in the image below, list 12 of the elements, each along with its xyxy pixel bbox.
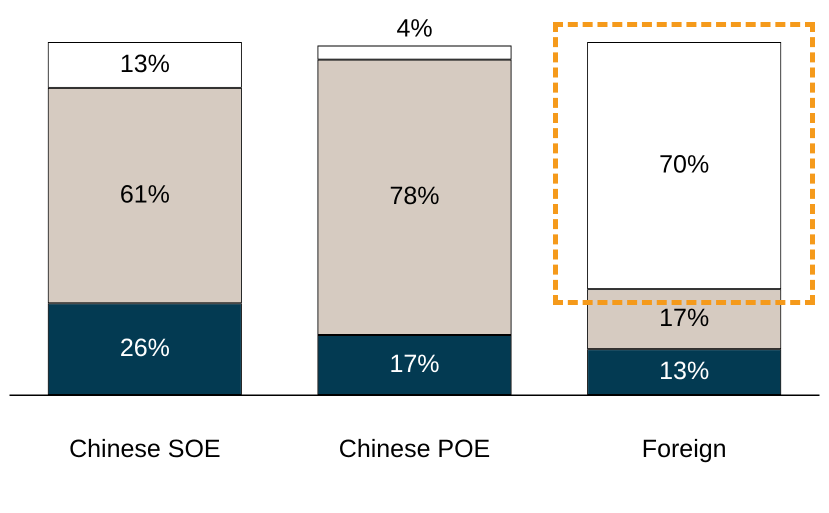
data-label: 4% (396, 14, 433, 42)
data-label: 61% (120, 180, 170, 208)
data-label: 17% (389, 350, 440, 378)
data-label: 17% (659, 304, 710, 332)
data-label: 78% (389, 182, 440, 210)
data-label: 13% (659, 356, 710, 385)
data-label: 13% (120, 50, 170, 78)
x-tick-label: Chinese POE (338, 434, 490, 463)
x-tick-label: Chinese SOE (69, 434, 221, 463)
x-tick-label: Foreign (642, 434, 727, 463)
data-label: 70% (659, 150, 710, 178)
data-label: 26% (120, 334, 170, 362)
